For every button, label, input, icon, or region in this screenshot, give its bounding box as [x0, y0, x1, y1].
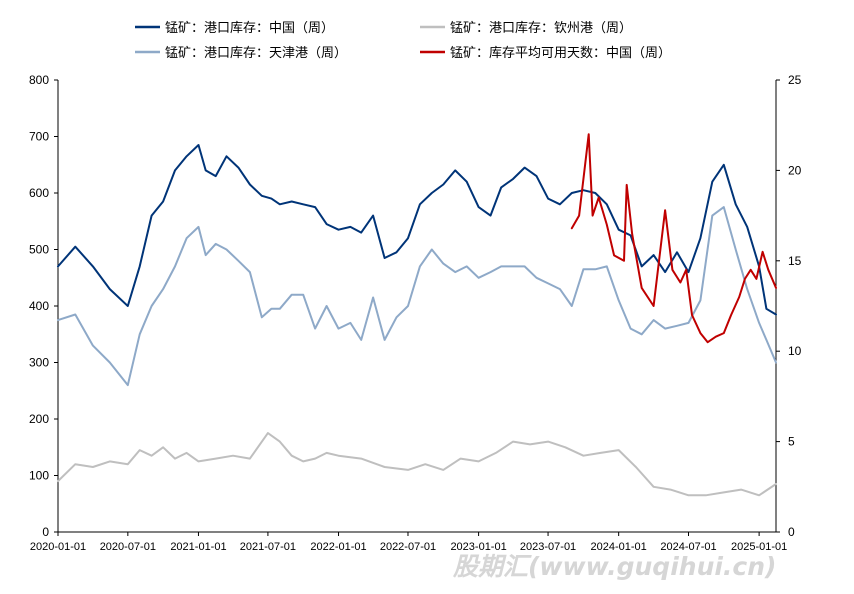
series-layer: [57, 133, 777, 497]
x-tick-label-8: 2024-01-01: [591, 541, 647, 553]
right-tick-label-4: 20: [788, 163, 802, 177]
right-tick-label-3: 15: [788, 254, 802, 268]
legend-entry-tianjin-port-stock: 锰矿：港口库存：天津港（周）: [135, 45, 347, 61]
x-tick-label-5: 2022-07-01: [380, 541, 436, 553]
legend-entry-china-port-stock: 锰矿：港口库存：中国（周）: [135, 20, 334, 36]
legend-entry-qinzhou-port-stock: 锰矿：港口库存：钦州港（周）: [420, 20, 632, 36]
x-tick-label-3: 2021-07-01: [240, 541, 296, 553]
x-ticks: 2020-01-01 2020-07-01 2021-01-01 2021-07-01…: [30, 532, 787, 553]
x-tick-label-6: 2023-01-01: [450, 541, 506, 553]
right-tick-label-2: 10: [788, 344, 802, 358]
series-line-available-days: [570, 133, 777, 344]
legend-label-tianjin-port-stock: 锰矿：港口库存：天津港（周）: [165, 45, 347, 61]
right-y-ticks: 0 5 10 15 20 25: [776, 73, 802, 539]
left-tick-label-5: 500: [29, 243, 49, 257]
right-tick-label-1: 5: [788, 435, 795, 449]
left-tick-label-4: 400: [29, 299, 49, 313]
x-tick-label-0: 2020-01-01: [30, 541, 86, 553]
right-tick-label-0: 0: [788, 525, 795, 539]
left-tick-label-6: 600: [29, 186, 49, 200]
legend: 锰矿：港口库存：中国（周） 锰矿：港口库存：钦州港（周） 锰矿：港口库存：天津港…: [135, 20, 671, 61]
left-tick-label-3: 300: [29, 356, 49, 370]
right-tick-label-5: 25: [788, 73, 802, 87]
x-tick-label-4: 2022-01-01: [310, 541, 366, 553]
x-tick-label-2: 2021-01-01: [170, 541, 226, 553]
series-line-qinzhou-port-stock: [57, 432, 777, 497]
series-line-tianjin-port-stock: [57, 206, 777, 387]
x-tick-label-7: 2023-07-01: [520, 541, 576, 553]
left-y-ticks: 0 100 200 300 400 500 600 700 800: [29, 73, 58, 539]
left-tick-label-1: 100: [29, 469, 49, 483]
left-tick-label-0: 0: [42, 525, 49, 539]
legend-entry-available-days: 锰矿：库存平均可用天数：中国（周）: [420, 45, 671, 61]
legend-label-qinzhou-port-stock: 锰矿：港口库存：钦州港（周）: [450, 20, 632, 36]
left-tick-label-2: 200: [29, 412, 49, 426]
watermark: 股期汇(www.guqihui.cn): [452, 552, 776, 581]
series-line-china-port-stock: [57, 144, 777, 316]
x-tick-label-10: 2025-01-01: [731, 541, 787, 553]
legend-label-available-days: 锰矿：库存平均可用天数：中国（周）: [450, 45, 671, 61]
legend-label-china-port-stock: 锰矿：港口库存：中国（周）: [165, 20, 334, 36]
left-tick-label-8: 800: [29, 73, 49, 87]
x-tick-label-1: 2020-07-01: [100, 541, 156, 553]
left-tick-label-7: 700: [29, 130, 49, 144]
x-tick-label-9: 2024-07-01: [660, 541, 716, 553]
